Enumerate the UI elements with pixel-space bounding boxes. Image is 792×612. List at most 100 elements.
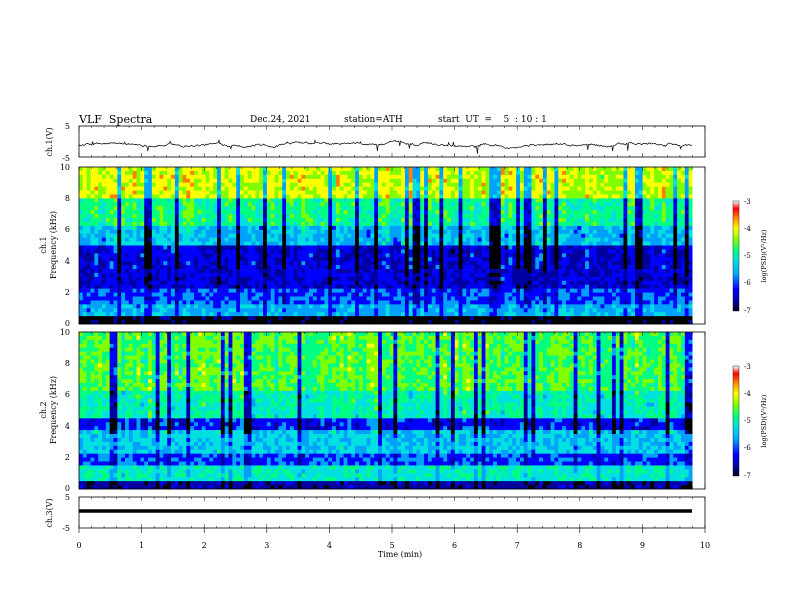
spectrogram-cell [569,182,574,187]
spectrogram-cell [619,233,624,238]
spectrogram-cell [109,265,114,270]
spectrogram-cell [673,269,678,274]
spectrogram-cell [332,167,337,172]
spectrogram-cell [389,265,394,270]
spectrogram-cell [217,265,222,270]
spectrogram-cell [105,261,110,266]
spectrogram-cell [82,237,87,242]
spectrogram-cell [458,202,463,207]
spectrogram-cell [439,206,444,211]
spectrogram-cell [136,206,141,211]
spectrogram-cell [427,186,433,191]
spectrogram-cell [669,265,674,270]
spectrogram-cell [125,186,130,191]
spectrogram-cell [335,261,341,266]
spectrogram-cell [289,194,295,199]
spectrogram-cell [381,214,387,219]
spectrogram-cell [251,284,256,289]
spectrogram-cell [539,241,544,246]
spectrogram-cell [650,214,655,219]
spectrogram-cell [657,233,663,238]
spectrogram-cell [220,284,225,289]
spectrogram-cell [194,241,199,246]
spectrogram-cell [159,174,164,180]
spectrogram-cell [604,178,609,183]
spectrogram-cell [320,190,325,195]
spectrogram-cell [355,167,360,172]
spectrogram-cell [523,221,528,227]
spectrogram-cell [236,241,241,246]
spectrogram-cell [213,178,218,183]
spectrogram-cell [228,174,233,180]
spectrogram-cell [167,210,172,215]
spectrogram-cell [194,237,199,242]
spectrogram-cell [109,225,114,231]
spectrogram-cell [174,206,179,211]
spectrogram-cell [320,261,325,266]
spectrogram-cell [378,170,383,176]
spectrogram-cell [673,218,678,223]
spectrogram-cell [577,202,582,207]
spectrogram-cell [600,284,605,289]
spectrogram-cell [688,284,693,289]
spectrogram-cell [270,178,275,183]
spectrogram-cell [121,225,126,231]
spectrogram-cell [539,253,544,258]
spectrogram-cell [113,288,118,293]
spectrogram-cell [358,249,364,254]
spectrogram-cell [585,280,590,286]
spectrogram-cell [673,178,678,183]
spectrogram-cell [477,276,482,282]
spectrogram-cell [542,194,548,199]
spectrogram-cell [634,214,640,219]
spectrogram-cell [190,253,195,258]
spectrogram-cell [412,237,417,242]
spectrogram-cell [493,284,498,289]
spectrogram-cell [646,218,651,223]
spectrogram-cell [508,218,513,223]
spectrogram-cell [470,174,475,180]
spectrogram-cell [585,269,590,274]
spectrogram-cell [600,206,605,211]
spectrogram-cell [669,178,674,183]
spectrogram-cell [217,237,222,242]
spectrogram-cell [623,253,628,258]
spectrogram-cell [86,261,91,266]
spectrogram-cell [197,233,202,238]
spectrogram-cell [370,170,375,176]
spectrogram-cell [209,245,214,250]
spectrogram-cell [182,237,187,242]
spectrogram-cell [274,190,279,195]
spectrogram-cell [163,284,168,289]
spectrogram-cell [105,206,110,211]
spectrogram-cell [190,265,195,270]
spectrogram-cell [144,182,149,187]
spectrogram-cell [431,190,436,195]
spectrogram-cell [178,288,183,293]
spectrogram-cell [615,257,620,262]
spectrogram-cell [527,218,532,223]
spectrogram-cell [531,198,536,203]
spectrogram-cell [259,178,264,183]
spectrogram-cell [508,198,513,203]
spectrogram-cell [596,272,601,278]
spectrogram-cell [466,280,471,286]
spectrogram-cell [79,257,84,262]
spectrogram-cell [286,174,291,180]
spectrogram-cell [596,170,601,176]
spectrogram-cell [243,218,248,223]
spectrogram-cell [259,174,264,180]
spectrogram-cell [151,167,156,172]
spectrogram-cell [243,194,248,199]
spectrogram-cell [381,269,387,274]
spectrogram-cell [194,174,199,180]
spectrogram-cell [343,233,348,238]
spectrogram-cell [113,284,118,289]
spectrogram-cell [596,194,601,199]
spectrogram-cell [412,198,417,203]
spectrogram-cell [251,276,256,282]
spectrogram-cell [646,194,651,199]
spectrogram-cell [370,280,375,286]
spectrogram-cell [155,284,160,289]
spectrogram-cell [531,241,536,246]
